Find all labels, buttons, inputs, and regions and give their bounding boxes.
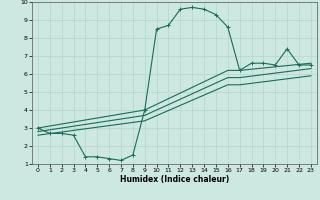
X-axis label: Humidex (Indice chaleur): Humidex (Indice chaleur) <box>120 175 229 184</box>
